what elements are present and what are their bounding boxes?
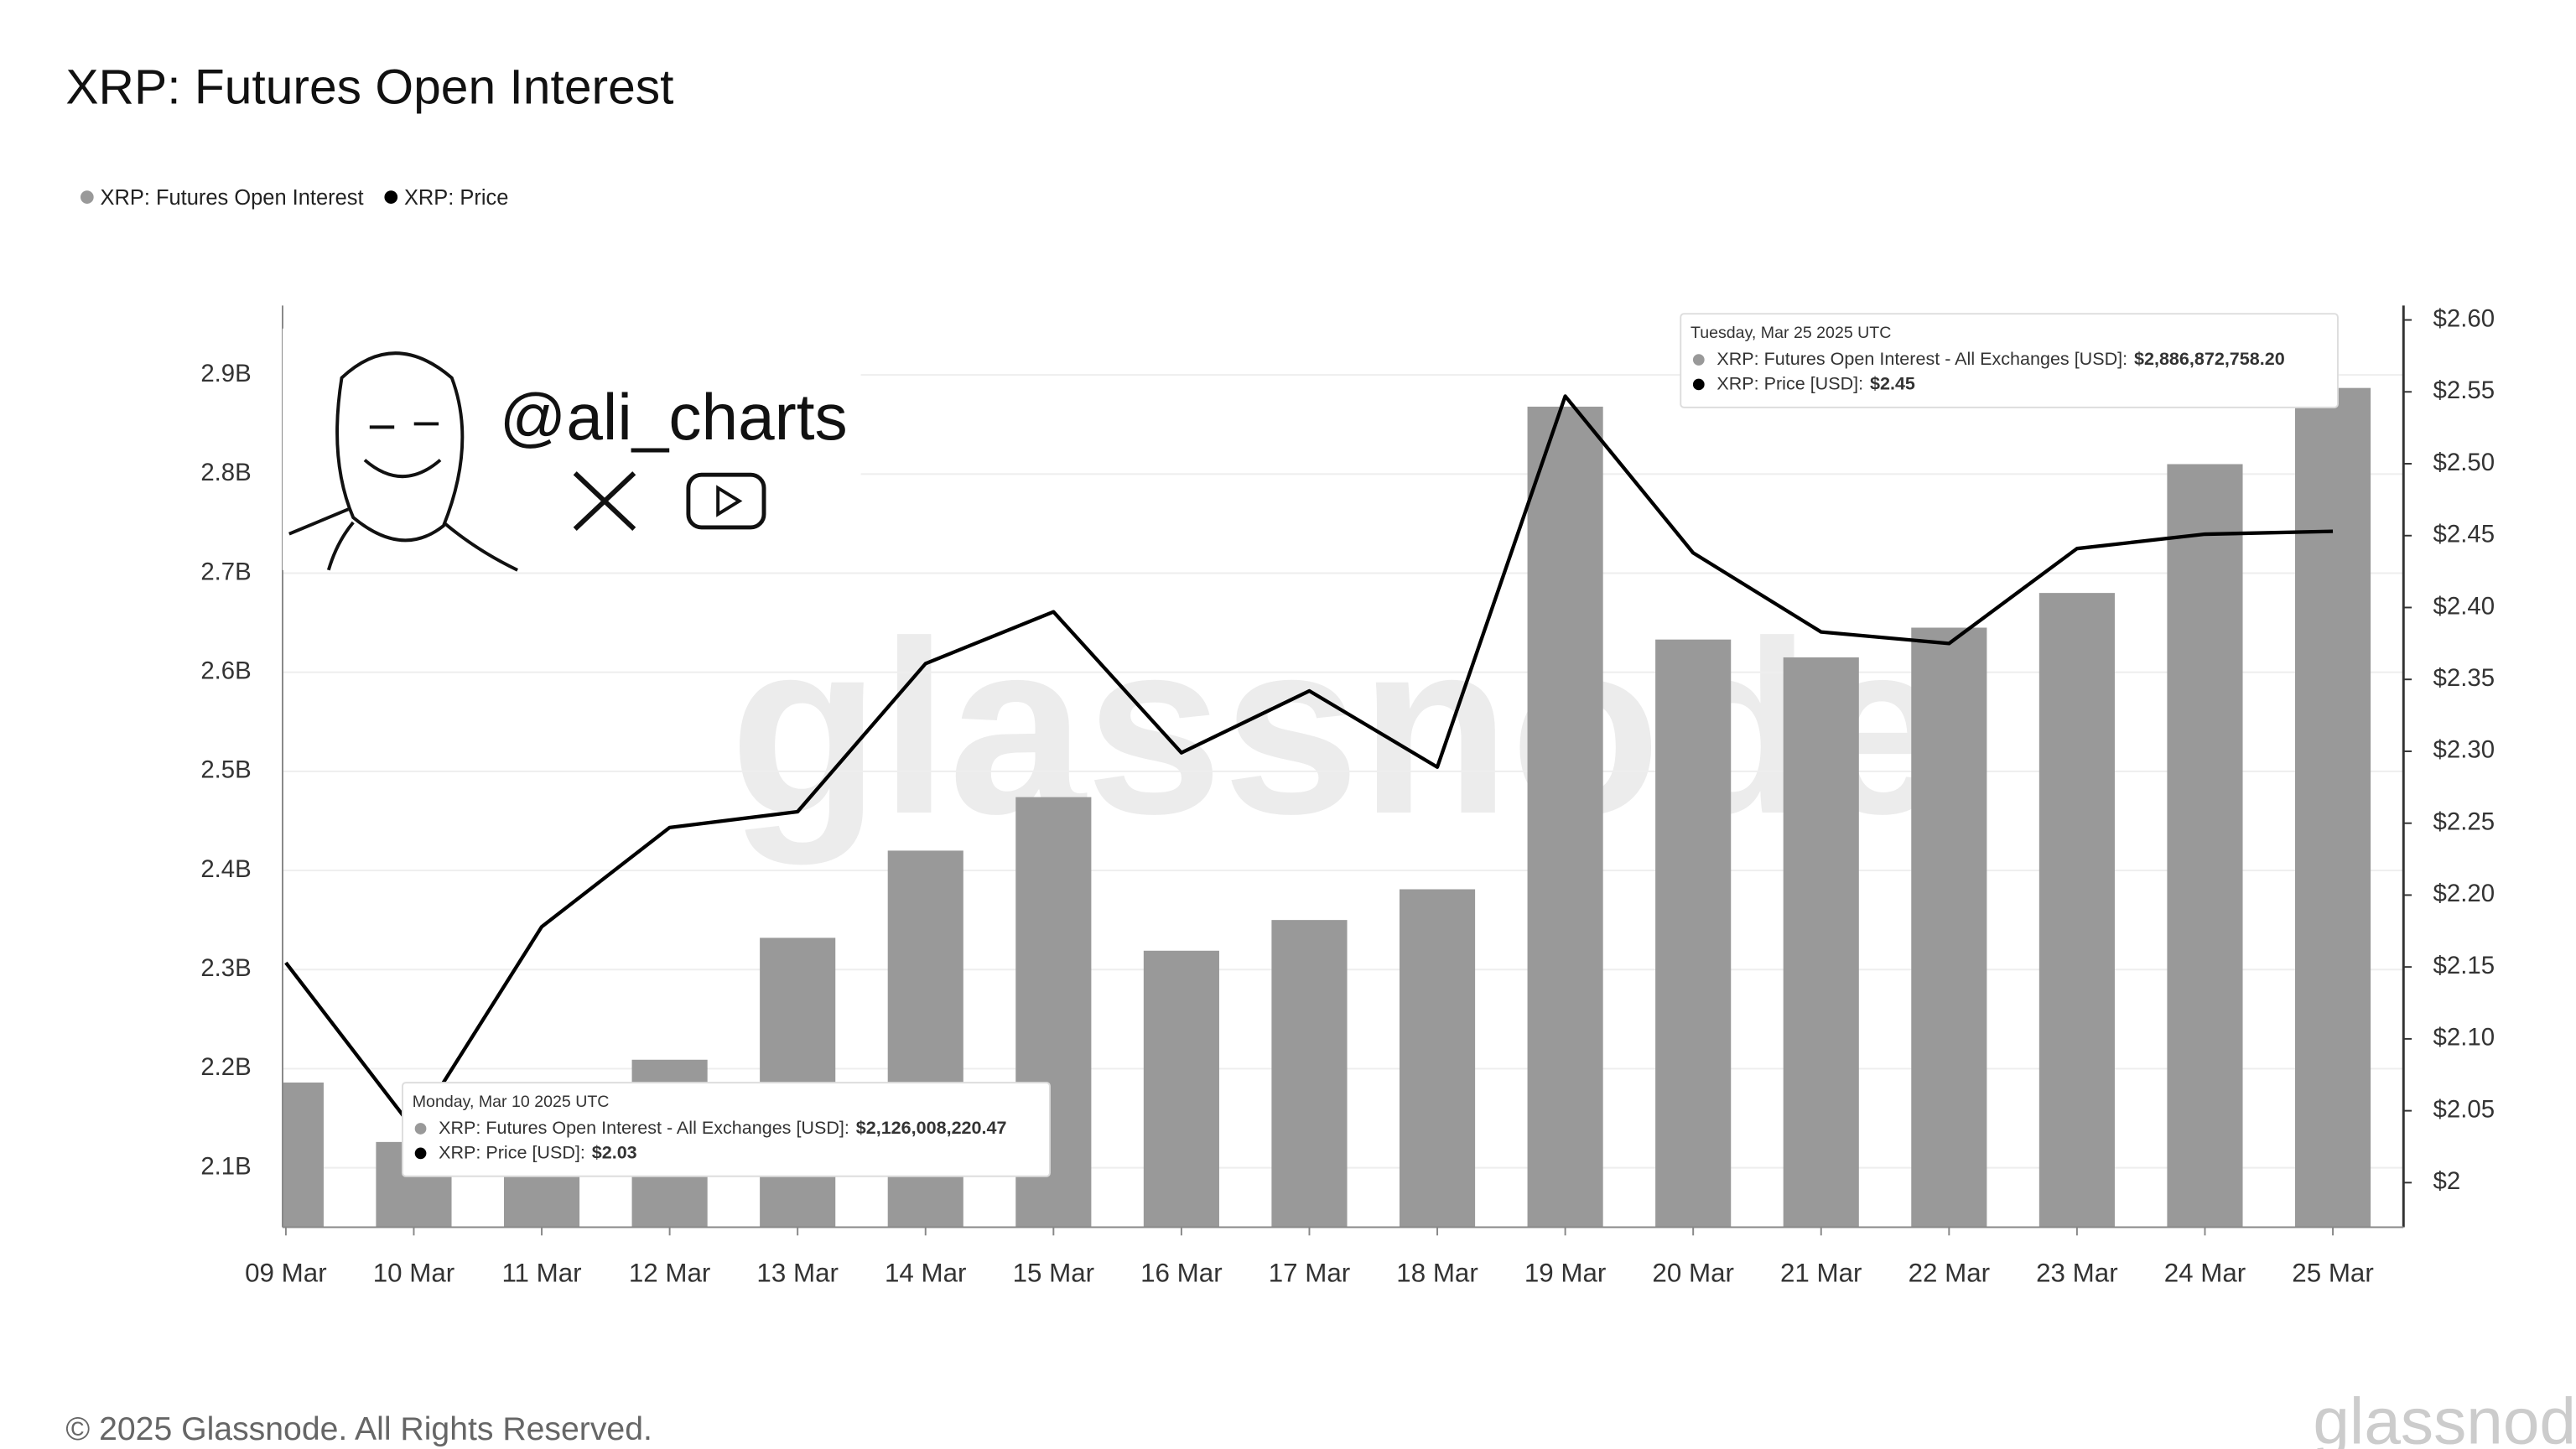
x-tick-label: 18 Mar <box>1396 1259 1478 1288</box>
legend-marker <box>384 190 398 204</box>
handle: @ali_charts <box>500 380 848 454</box>
watermark: glassnode <box>730 590 1948 866</box>
tooltips: Monday, Mar 10 2025 UTC XRP: Futures Open… <box>402 313 2339 1177</box>
x-tick-label: 23 Mar <box>2036 1259 2118 1288</box>
plot-area: 2.1B 2.2B 2.3B 2.4B 2.5B 2.6B 2.7B 2.8B 2.9B $2 $2… <box>200 304 2495 1287</box>
x-tick-label: 14 Mar <box>885 1259 967 1288</box>
play-icon <box>716 485 743 517</box>
x-icon <box>573 471 636 531</box>
tooltip-value: $2.45 <box>1870 372 1915 393</box>
bar <box>1527 406 1603 1228</box>
chart-title: XRP: Futures Open Interest <box>65 60 673 114</box>
legend-label: XRP: Futures Open Interest <box>101 186 364 210</box>
tooltip-date: Tuesday, Mar 25 2025 UTC <box>1690 324 1891 342</box>
y2-tick-label: $2.45 <box>2433 521 2496 548</box>
bar <box>2038 593 2115 1228</box>
bar <box>1271 920 1348 1228</box>
tooltip-value: $2,886,872,758.20 <box>2134 348 2285 369</box>
y-tick-label: 2.4B <box>200 855 251 883</box>
y2-tick-label: $2 <box>2433 1167 2461 1195</box>
bar <box>282 1082 324 1228</box>
handle-card: @ali_charts <box>282 328 861 572</box>
y2-tick-label: $2.40 <box>2433 592 2496 620</box>
bar <box>1911 627 1987 1228</box>
x-tick-label: 15 Mar <box>1013 1259 1095 1288</box>
x-tick-label: 10 Mar <box>373 1259 455 1288</box>
youtube-icon <box>686 472 766 530</box>
logo: glassnod <box>2313 1384 2576 1449</box>
bar <box>2167 464 2243 1228</box>
tooltip-value: $2.03 <box>592 1141 637 1162</box>
y2-tick-label: $2.10 <box>2433 1024 2496 1052</box>
x-tick-label: 19 Mar <box>1524 1259 1607 1288</box>
legend-marker <box>80 190 94 204</box>
y-tick-label: 2.7B <box>200 558 251 585</box>
x-tick-label: 24 Mar <box>2164 1259 2246 1288</box>
x-tick-label: 16 Mar <box>1140 1259 1223 1288</box>
y2-tick-label: $2.55 <box>2433 377 2496 404</box>
y2-tick-label: $2.50 <box>2433 449 2496 476</box>
x-tick-label: 11 Mar <box>501 1259 581 1288</box>
tooltip-value: $2,126,008,220.47 <box>856 1117 1007 1138</box>
y2-tick-label: $2.30 <box>2433 736 2496 764</box>
y-tick-label: 2.8B <box>200 459 251 486</box>
tooltip-label: XRP: Price [USD]: <box>1716 372 1863 393</box>
y2-tick-label: $2.15 <box>2433 952 2496 979</box>
bar <box>1399 889 1476 1228</box>
tooltip-box <box>1680 313 2339 408</box>
x-tick-label: 17 Mar <box>1269 1259 1351 1288</box>
handle-bg <box>282 328 861 570</box>
x-tick-label: 20 Mar <box>1652 1259 1734 1288</box>
x-tick-label: 09 Mar <box>245 1259 327 1288</box>
tooltip-label: XRP: Futures Open Interest - All Exchang… <box>1716 348 2127 369</box>
tooltip-marker <box>1692 378 1705 391</box>
x-tick-label: 13 Mar <box>756 1259 839 1288</box>
y-tick-label: 2.2B <box>200 1053 251 1081</box>
x-tick-label: 21 Mar <box>1780 1259 1862 1288</box>
bar <box>1783 657 1859 1228</box>
x-tick-label: 22 Mar <box>1909 1259 1991 1288</box>
tooltip-box <box>402 1082 1051 1177</box>
tooltip-marker <box>1692 354 1705 366</box>
tooltip-row: XRP: Price [USD]: $2.45 <box>1716 372 1915 393</box>
tooltip-row: XRP: Price [USD]: $2.03 <box>439 1141 637 1162</box>
tooltip-date: Monday, Mar 10 2025 UTC <box>413 1093 610 1111</box>
y2-tick-label: $2.35 <box>2433 664 2496 692</box>
y2-tick-label: $2.60 <box>2433 304 2496 332</box>
y2-tick-label: $2.20 <box>2433 880 2496 907</box>
x-tick-label: 12 Mar <box>629 1259 711 1288</box>
avatar <box>288 351 518 572</box>
bar <box>1143 950 1219 1228</box>
bar <box>1655 639 1732 1228</box>
bar <box>2294 387 2371 1228</box>
tooltip-label: XRP: Price [USD]: <box>439 1141 585 1162</box>
tooltip-marker <box>414 1147 427 1160</box>
y2-tick-label: $2.05 <box>2433 1095 2496 1123</box>
tooltip-label: XRP: Futures Open Interest - All Exchang… <box>439 1117 849 1138</box>
y-tick-label: 2.3B <box>200 954 251 982</box>
y-tick-label: 2.1B <box>200 1152 251 1180</box>
x-tick-label: 25 Mar <box>2292 1259 2374 1288</box>
legend: XRP: Futures Open Interest XRP: Price <box>80 186 508 210</box>
tooltip-marker <box>414 1123 427 1135</box>
footer: © 2025 Glassnode. All Rights Reserved. <box>65 1411 652 1447</box>
legend-label: XRP: Price <box>404 186 508 210</box>
y-tick-label: 2.9B <box>200 360 251 387</box>
line <box>284 394 2334 1132</box>
tooltip-row: XRP: Futures Open Interest - All Exchang… <box>1716 348 2284 369</box>
tooltip-row: XRP: Futures Open Interest - All Exchang… <box>439 1117 1006 1138</box>
y-tick-label: 2.6B <box>200 657 251 684</box>
y2-tick-label: $2.25 <box>2433 808 2496 835</box>
y-tick-label: 2.5B <box>200 756 251 784</box>
